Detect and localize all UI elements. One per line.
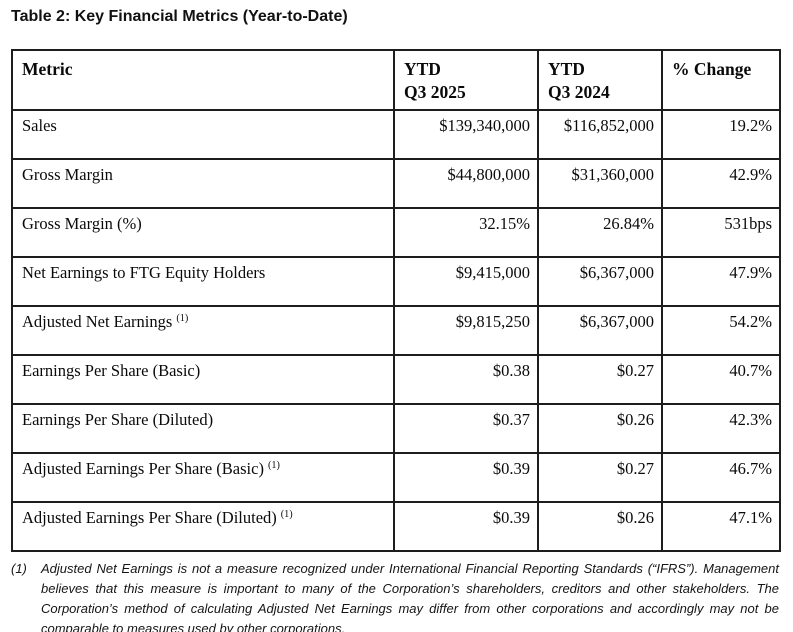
ytd-2025-cell: $0.38 [393,354,539,405]
metric-cell: Sales [11,109,395,160]
ytd-2025-cell: $9,415,000 [393,256,539,307]
footnote: (1) Adjusted Net Earnings is not a measu… [11,559,779,632]
pct-change-cell: 42.9% [661,158,781,209]
metric-cell: Net Earnings to FTG Equity Holders [11,256,395,307]
footnote-text: Adjusted Net Earnings is not a measure r… [41,561,779,632]
header-row: Metric YTD Q3 2025 YTD Q3 2024 % Change [11,49,781,111]
ytd-2025-cell: $44,800,000 [393,158,539,209]
table-row-gross-margin-pct: Gross Margin (%) 32.15% 26.84% 531bps [11,207,781,258]
table-row-eps-basic: Earnings Per Share (Basic) $0.38 $0.27 4… [11,354,781,405]
metric-cell: Earnings Per Share (Basic) [11,354,395,405]
metric-label: Earnings Per Share (Diluted) [22,410,214,429]
ytd-2024-cell: $0.27 [537,354,663,405]
metric-label: Earnings Per Share (Basic) [22,361,201,380]
ytd-2024-cell: $31,360,000 [537,158,663,209]
pct-change-cell: 531bps [661,207,781,258]
metric-cell: Adjusted Earnings Per Share (Diluted) (1) [11,501,395,552]
ytd-2024-cell: $0.26 [537,403,663,454]
pct-change-cell: 54.2% [661,305,781,356]
ytd-2025-cell: $139,340,000 [393,109,539,160]
col-header-ytd-q3-2025: YTD Q3 2025 [393,49,539,111]
col-header-metric-label: Metric [22,59,73,79]
financial-metrics-table: Metric YTD Q3 2025 YTD Q3 2024 % Change … [11,49,781,552]
ytd-2024-cell: $0.27 [537,452,663,503]
pct-change-cell: 46.7% [661,452,781,503]
metric-cell: Adjusted Earnings Per Share (Basic) (1) [11,452,395,503]
footnote-marker: (1) [11,561,27,576]
col-header-metric: Metric [11,49,395,111]
metric-cell: Gross Margin (%) [11,207,395,258]
metric-cell: Earnings Per Share (Diluted) [11,403,395,454]
table-row-adjusted-eps-basic: Adjusted Earnings Per Share (Basic) (1) $… [11,452,781,503]
pct-change-cell: 47.9% [661,256,781,307]
ytd-2024-cell: $6,367,000 [537,256,663,307]
metric-label: Net Earnings to FTG Equity Holders [22,263,266,282]
metric-label: Adjusted Net Earnings [22,312,173,331]
table-row-adjusted-eps-diluted: Adjusted Earnings Per Share (Diluted) (1)… [11,501,781,552]
metric-cell: Adjusted Net Earnings (1) [11,305,395,356]
footnote-ref: (1) [280,508,293,520]
metric-label: Gross Margin [22,165,113,184]
table-row-gross-margin: Gross Margin $44,800,000 $31,360,000 42.… [11,158,781,209]
table-row-net-earnings: Net Earnings to FTG Equity Holders $9,41… [11,256,781,307]
metric-label: Adjusted Earnings Per Share (Basic) [22,459,264,478]
ytd-2024-cell: $0.26 [537,501,663,552]
pct-change-cell: 40.7% [661,354,781,405]
ytd-2025-cell: $0.37 [393,403,539,454]
metric-label: Sales [22,116,57,135]
ytd-2025-cell: $9,815,250 [393,305,539,356]
col-header-pct-change-label: % Change [672,59,752,79]
pct-change-cell: 42.3% [661,403,781,454]
table-row-adjusted-net-earnings: Adjusted Net Earnings (1) $9,815,250 $6,3… [11,305,781,356]
metric-label: Adjusted Earnings Per Share (Diluted) [22,508,277,527]
page-title: Table 2: Key Financial Metrics (Year-to-… [11,8,348,25]
ytd-2024-cell: 26.84% [537,207,663,258]
ytd-2024-cell: $6,367,000 [537,305,663,356]
ytd-2024-cell: $116,852,000 [537,109,663,160]
pct-change-cell: 47.1% [661,501,781,552]
footnote-ref: (1) [267,459,280,471]
ytd-2025-cell: $0.39 [393,452,539,503]
col-header-ytd-q3-2024-label: YTD Q3 2024 [548,59,610,102]
col-header-ytd-q3-2025-label: YTD Q3 2025 [404,59,466,102]
metric-label: Gross Margin (%) [22,214,142,233]
col-header-ytd-q3-2024: YTD Q3 2024 [537,49,663,111]
table-row-sales: Sales $139,340,000 $116,852,000 19.2% [11,109,781,160]
table-row-eps-diluted: Earnings Per Share (Diluted) $0.37 $0.26… [11,403,781,454]
ytd-2025-cell: $0.39 [393,501,539,552]
ytd-2025-cell: 32.15% [393,207,539,258]
col-header-pct-change: % Change [661,49,781,111]
pct-change-cell: 19.2% [661,109,781,160]
metric-cell: Gross Margin [11,158,395,209]
footnote-ref: (1) [176,312,189,324]
